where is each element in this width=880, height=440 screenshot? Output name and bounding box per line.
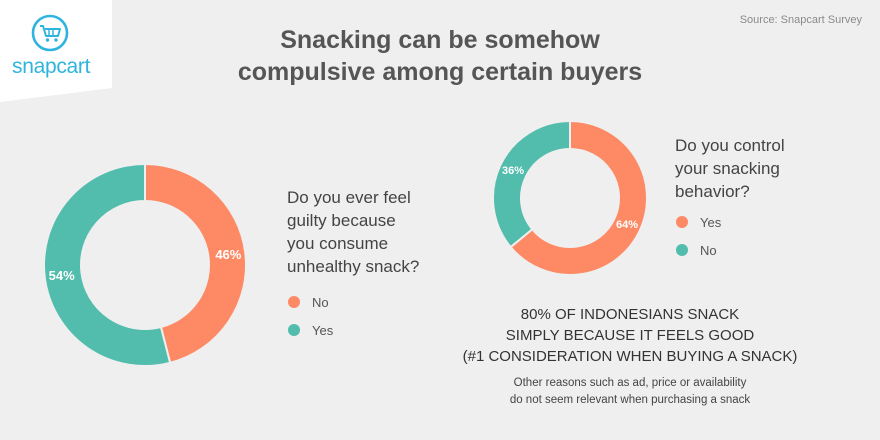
chart-2-slice-yes [509,119,648,276]
question-line: Do you control [675,136,785,155]
footnote-line: Other reasons such as ad, price or avail… [513,377,747,389]
title-line: compulsive among certain buyers [237,58,643,86]
highlight-statement: 80% OF INDONESIANS SNACK SIMPLY BECAUSE … [440,304,820,367]
chart-1-slice-yes [43,162,172,367]
question-line: you consume [287,234,389,253]
chart-1-slice-no [144,162,247,365]
legend-swatch-orange [676,216,688,228]
chart-2-slice-no [492,119,571,249]
title-line: Snacking can be somehow [280,26,600,54]
chart-1-question: Do you ever feel guilty because you cons… [287,186,467,278]
chart-2-data-label-no: 36% [502,165,524,177]
logo: snapcart [0,0,112,102]
legend-item: Yes [288,316,333,344]
question-line: your snacking [675,159,780,178]
shopping-cart-icon [31,14,69,52]
legend-swatch-teal [676,244,688,256]
legend-label: Yes [700,214,722,230]
highlight-line: SIMPLY BECAUSE IT FEELS GOOD [505,327,755,344]
highlight-line: 80% OF INDONESIANS SNACK [520,306,740,323]
chart-1-legend: No Yes [288,288,333,344]
chart-1-data-label-yes: 54% [49,268,75,283]
legend-label: Yes [312,322,334,338]
footnote-line: do not seem relevant when purchasing a s… [509,394,751,406]
logo-background [0,0,112,102]
question-line: Do you ever feel [287,188,411,207]
source-note: Source: Snapcart Survey [739,14,862,26]
legend-label: No [700,242,717,258]
legend-label: No [312,294,329,310]
question-line: guilty because [287,211,396,230]
legend-item: No [288,288,333,316]
legend-item: No [676,236,721,264]
legend-item: Yes [676,208,721,236]
chart-1-data-label-no: 46% [215,247,241,262]
chart-2-question: Do you control your snacking behavior? [675,134,835,203]
legend-swatch-orange [288,296,300,308]
page-title: Snacking can be somehow compulsive among… [190,24,690,88]
question-line: behavior? [675,182,750,201]
chart-2-data-label-yes: 64% [616,219,638,231]
chart-2-legend: Yes No [676,208,721,264]
footnote: Other reasons such as ad, price or avail… [440,375,820,409]
highlight-line: (#1 CONSIDERATION WHEN BUYING A SNACK) [462,348,798,365]
brand-name: snapcart [12,55,91,78]
legend-swatch-teal [288,324,300,336]
question-line: unhealthy snack? [287,257,420,276]
